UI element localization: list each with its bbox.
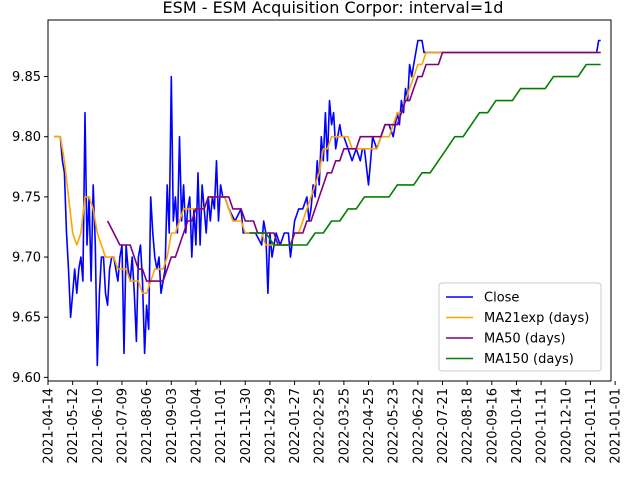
- x-tick-label: 2020-11-11: [535, 388, 550, 464]
- x-tick-label: 2022-03-25: [337, 388, 352, 464]
- x-tick-label: 2020-12-10: [559, 388, 574, 464]
- x-tick-label: 2021-11-30: [239, 388, 254, 464]
- x-tick-label: 2022-08-18: [461, 388, 476, 464]
- plot-frame: [47, 19, 612, 382]
- x-axis: 2021-04-14 2021-05-12 2021-06-10 2021-07-09…: [42, 381, 624, 464]
- x-tick-label: 2022-05-23: [387, 388, 402, 464]
- x-tick-label: 2021-06-10: [91, 388, 106, 464]
- y-tick-label: 9.65: [12, 311, 41, 326]
- x-tick-label: 2021-09-03: [165, 388, 180, 464]
- x-tick-label: 2022-01-27: [288, 388, 303, 464]
- y-tick-label: 9.80: [12, 130, 41, 145]
- y-tick-label: 9.85: [12, 70, 41, 85]
- legend-label: Close: [484, 291, 519, 306]
- legend-label: MA21exp (days): [484, 311, 589, 326]
- legend: Close MA21exp (days) MA50 (days) MA150 (day…: [438, 282, 602, 372]
- y-tick-label: 9.75: [12, 190, 41, 205]
- x-tick-label: 2021-10-04: [189, 388, 204, 464]
- series-layer: [54, 39, 601, 367]
- x-tick-label: 2021-01-01: [609, 388, 624, 464]
- chart-title: ESM - ESM Acquisition Corpor: interval=1…: [163, 0, 504, 17]
- x-tick-label: 2022-07-21: [436, 388, 451, 464]
- series-line-2: [106, 51, 601, 282]
- x-tick-label: 2021-04-14: [42, 388, 57, 464]
- y-tick-label: 9.70: [12, 251, 41, 266]
- x-tick-label: 2021-01-11: [584, 388, 599, 464]
- x-tick-label: 2021-11-01: [214, 388, 229, 464]
- x-tick-label: 2021-12-29: [263, 388, 278, 464]
- legend-box: [438, 282, 602, 372]
- x-tick-label: 2020-09-16: [485, 388, 500, 464]
- x-tick-label: 2021-08-06: [140, 388, 155, 464]
- series-line-3: [249, 63, 601, 246]
- legend-label: MA50 (days): [484, 332, 566, 347]
- x-tick-label: 2021-05-12: [66, 388, 81, 464]
- x-tick-label: 2022-04-25: [362, 388, 377, 464]
- x-tick-label: 2020-10-14: [510, 388, 525, 464]
- x-tick-label: 2021-07-09: [115, 388, 130, 464]
- y-tick-label: 9.60: [12, 371, 41, 386]
- x-tick-label: 2022-02-25: [313, 388, 328, 464]
- y-axis: 9.60 9.65 9.70 9.75 9.80 9.85: [12, 70, 48, 386]
- legend-label: MA150 (days): [484, 352, 574, 367]
- x-tick-label: 2022-06-22: [411, 388, 426, 464]
